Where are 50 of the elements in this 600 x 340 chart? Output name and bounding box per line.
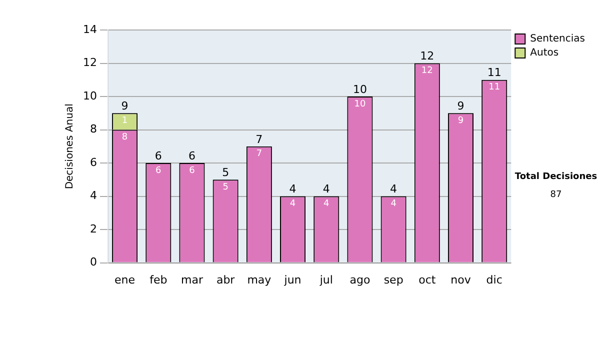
data-label: 11 (488, 82, 500, 93)
text: Total Decisiones (514, 172, 598, 182)
x-tick-label: feb (150, 273, 168, 286)
legend-label: Autos (530, 48, 559, 59)
y-tick-label: 12 (82, 56, 97, 70)
data-label: 5 (222, 182, 228, 192)
data-label: 9 (458, 116, 464, 126)
y-tick-label: 6 (90, 156, 97, 169)
x-tick-label: may (247, 273, 272, 286)
x-tick-label: jul (318, 273, 333, 286)
data-label: 8 (122, 132, 128, 143)
x-tick-label: dic (486, 273, 502, 286)
y-tick-label: 2 (90, 222, 97, 236)
y-tick-label: 4 (90, 189, 97, 202)
y-tick-label: 14 (82, 22, 97, 36)
total-label: 6 (154, 149, 162, 162)
data-label: 4 (290, 199, 296, 210)
x-tick-label: oct (418, 273, 436, 286)
data-label: 6 (189, 166, 196, 176)
x-tick-label: mar (180, 273, 204, 286)
y-tick-label: 8 (90, 122, 97, 136)
x-tick-label: nov (450, 273, 472, 286)
y-tick-label: 0 (90, 256, 97, 269)
total-label: 9 (121, 100, 128, 112)
total-label: 4 (289, 182, 296, 196)
data-label: 12 (421, 66, 433, 76)
data-label: 7 (256, 149, 262, 160)
legend-label: Sentencias (530, 34, 586, 45)
data-label: 10 (354, 99, 366, 110)
x-tick-label: abr (216, 273, 236, 286)
x-tick-label: jun (283, 273, 302, 286)
data-label: 1 (122, 116, 128, 126)
data-label: 4 (390, 199, 397, 210)
total-label: 12 (420, 50, 434, 63)
total-label: 10 (352, 82, 367, 96)
text: 87 (549, 190, 563, 200)
data-label: 6 (156, 166, 162, 176)
total-label: 5 (222, 166, 230, 180)
total-label: 9 (457, 100, 464, 112)
y-axis-title: Decisiones Anual (64, 104, 76, 190)
x-tick-label: sep (384, 273, 404, 286)
x-tick-label: ago (350, 273, 370, 286)
y-tick-label: 10 (82, 89, 97, 102)
data-label: 4 (323, 199, 330, 210)
total-label: 11 (487, 66, 502, 80)
total-label: 4 (322, 182, 330, 196)
total-label: 7 (256, 132, 263, 146)
total-label: 6 (188, 149, 196, 162)
total-label: 4 (390, 182, 398, 196)
x-tick-label: ene (114, 273, 136, 286)
